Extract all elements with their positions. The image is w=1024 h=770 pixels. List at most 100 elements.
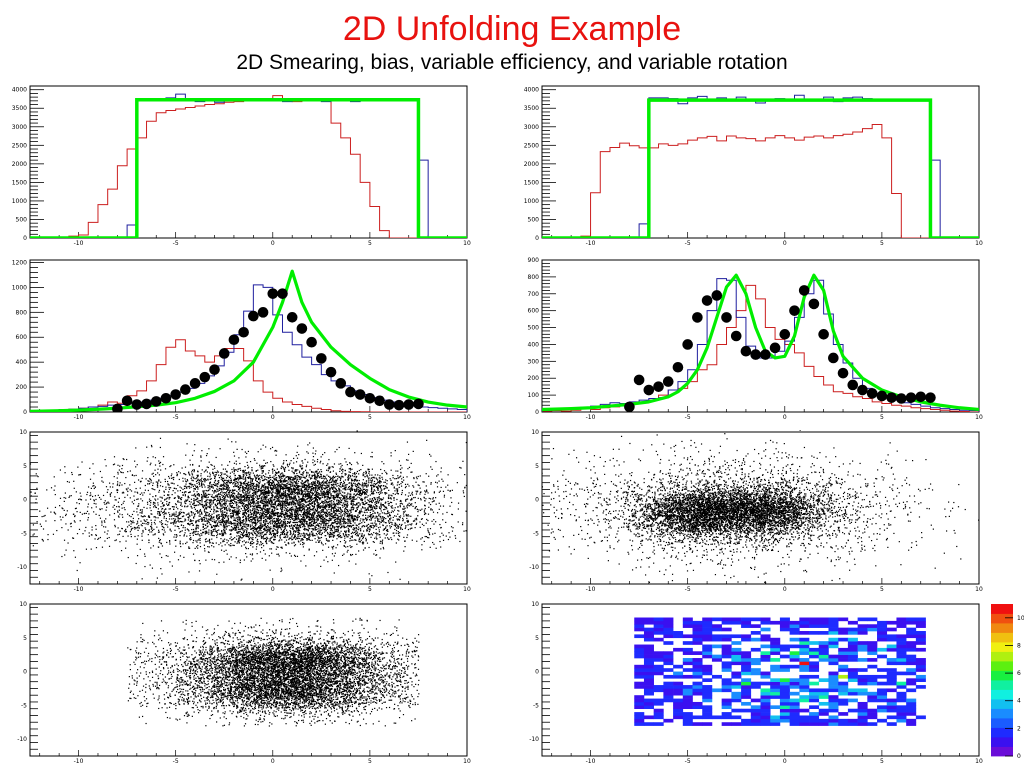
scatter-point <box>180 518 181 519</box>
scatter-point <box>305 470 306 471</box>
scatter-point <box>299 493 300 494</box>
scatter-point <box>256 486 257 487</box>
scatter-point <box>236 496 237 497</box>
scatter-point <box>297 494 298 495</box>
scatter-point <box>253 488 254 489</box>
scatter-point <box>201 501 202 502</box>
scatter-point <box>307 490 308 491</box>
scatter-point <box>319 482 320 483</box>
scatter-point <box>418 509 419 510</box>
scatter-point <box>282 472 283 473</box>
y-tick-label: 3000 <box>12 124 27 131</box>
scatter-point <box>244 466 245 467</box>
scatter-point <box>345 485 346 486</box>
scatter-point <box>299 514 300 515</box>
scatter-point <box>302 490 303 491</box>
scatter-point <box>271 489 272 490</box>
scatter-point <box>256 531 257 532</box>
scatter-point <box>224 494 225 495</box>
scatter-point <box>305 488 306 489</box>
scatter-point <box>473 510 474 511</box>
scatter-point <box>203 494 204 495</box>
scatter-point <box>196 534 197 535</box>
scatter-point <box>342 488 343 489</box>
scatter-point <box>287 537 288 538</box>
scatter-point <box>356 528 357 529</box>
scatter-point <box>340 482 341 483</box>
scatter-point <box>460 467 461 468</box>
scatter-point <box>240 468 241 469</box>
scatter-point <box>247 485 248 486</box>
scatter-point <box>325 496 326 497</box>
scatter-point <box>301 483 302 484</box>
scatter-point <box>383 482 384 483</box>
scatter-point <box>329 498 330 499</box>
scatter-point <box>280 477 281 478</box>
scatter-point <box>445 487 446 488</box>
scatter-point <box>207 506 208 507</box>
scatter-point <box>326 538 327 539</box>
scatter-point <box>362 506 363 507</box>
scatter-point <box>105 526 106 527</box>
scatter-point <box>261 493 262 494</box>
scatter-point <box>261 520 262 521</box>
scatter-point <box>271 482 272 483</box>
scatter-point <box>266 514 267 515</box>
scatter-point <box>214 485 215 486</box>
scatter-point <box>271 548 272 549</box>
scatter-point <box>320 474 321 475</box>
scatter-point <box>376 477 377 478</box>
scatter-point <box>343 534 344 535</box>
scatter-point <box>391 539 392 540</box>
scatter-point <box>404 546 405 547</box>
scatter-point <box>289 526 290 527</box>
scatter-point <box>301 516 302 517</box>
scatter-point <box>253 486 254 487</box>
scatter-point <box>309 503 310 504</box>
scatter-point <box>283 505 284 506</box>
scatter-point <box>174 516 175 517</box>
scatter-point <box>337 531 338 532</box>
data-point-unfolded <box>200 372 211 383</box>
scatter-point <box>327 520 328 521</box>
scatter-point <box>331 500 332 501</box>
scatter-point <box>424 497 425 498</box>
scatter-point <box>152 474 153 475</box>
scatter-point <box>351 509 352 510</box>
scatter-point <box>215 495 216 496</box>
scatter-point <box>184 506 185 507</box>
scatter-point <box>238 505 239 506</box>
scatter-point <box>378 488 379 489</box>
scatter-point <box>238 475 239 476</box>
scatter-point <box>390 495 391 496</box>
scatter-point <box>394 525 395 526</box>
scatter-point <box>286 495 287 496</box>
scatter-point <box>380 487 381 488</box>
scatter-point <box>209 494 210 495</box>
scatter-point <box>294 481 295 482</box>
data-point-unfolded <box>277 288 288 299</box>
scatter-point <box>399 536 400 537</box>
data-point-unfolded <box>653 381 664 392</box>
scatter-point <box>313 465 314 466</box>
scatter-point <box>254 486 255 487</box>
scatter-point <box>164 529 165 530</box>
scatter-point <box>302 496 303 497</box>
scatter-point <box>312 486 313 487</box>
scatter-point <box>162 526 163 527</box>
scatter-point <box>288 478 289 479</box>
scatter-point <box>336 486 337 487</box>
scatter-point <box>241 503 242 504</box>
scatter-point <box>141 492 142 493</box>
scatter-point <box>236 543 237 544</box>
scatter-point <box>293 532 294 533</box>
scatter-point <box>350 538 351 539</box>
data-point-unfolded <box>384 399 395 410</box>
scatter-point <box>347 506 348 507</box>
scatter-point <box>354 476 355 477</box>
scatter-point <box>371 493 372 494</box>
scatter-point <box>248 482 249 483</box>
scatter-point <box>329 492 330 493</box>
scatter-point <box>280 535 281 536</box>
scatter-point <box>347 546 348 547</box>
